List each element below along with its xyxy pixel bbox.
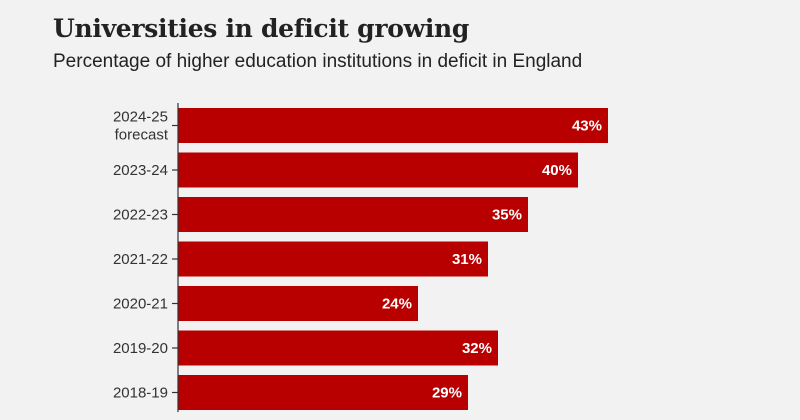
category-label: 2019-20 bbox=[113, 340, 168, 357]
bar-2020-21 bbox=[178, 286, 418, 321]
category-label: 2022-23 bbox=[113, 207, 168, 224]
bar-2024-25-forecast bbox=[178, 108, 608, 143]
value-label: 35% bbox=[492, 207, 522, 224]
value-label: 29% bbox=[432, 385, 462, 402]
y-axis-ticks bbox=[172, 124, 178, 394]
category-label: 2018-19 bbox=[113, 385, 168, 402]
bar-2023-24 bbox=[178, 152, 578, 188]
value-label: 40% bbox=[542, 162, 572, 179]
bar-2019-20 bbox=[178, 330, 498, 366]
category-label: 2023-24 bbox=[113, 162, 168, 179]
value-label: 32% bbox=[462, 340, 492, 357]
value-label: 43% bbox=[572, 118, 602, 135]
value-label: 24% bbox=[382, 296, 412, 313]
value-label: 31% bbox=[452, 251, 482, 268]
value-labels: 43% 40% 35% 31% 24% 32% 29% bbox=[382, 118, 602, 402]
bar-2022-23 bbox=[178, 197, 528, 232]
category-label: 2024-25 forecast bbox=[113, 109, 169, 144]
category-labels: 2024-25 forecast 2023-24 2022-23 2021-22 2020… bbox=[113, 109, 169, 402]
bar-2018-19 bbox=[178, 375, 468, 410]
category-label: 2021-22 bbox=[113, 251, 168, 268]
chart-title: Universities in deficit growing bbox=[53, 14, 470, 43]
chart-subtitle: Percentage of higher education instituti… bbox=[53, 51, 583, 72]
bar-2021-22 bbox=[178, 241, 488, 277]
bars-layer bbox=[178, 108, 608, 410]
category-label: 2020-21 bbox=[113, 296, 168, 313]
